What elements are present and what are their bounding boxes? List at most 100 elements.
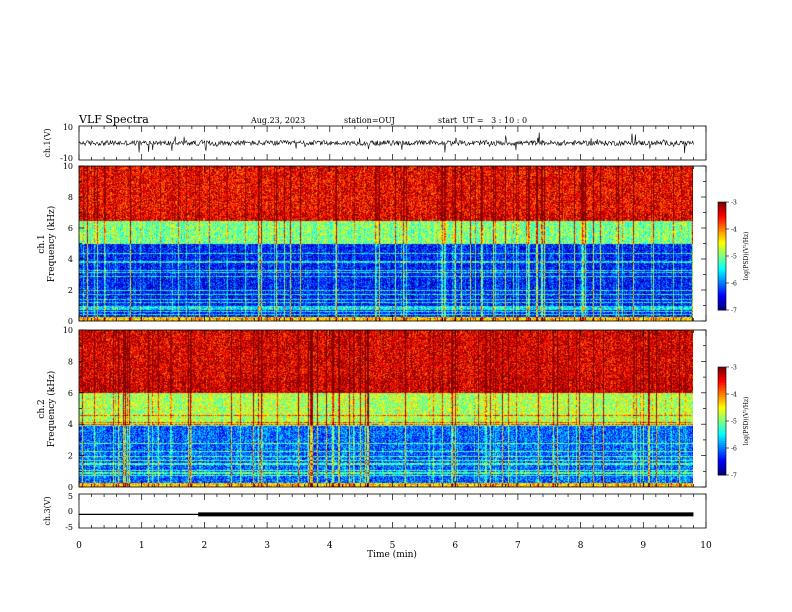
colorbar-swatch <box>718 449 726 452</box>
x-tick-label: 7 <box>515 541 521 551</box>
colorbar-swatch <box>718 240 726 243</box>
colorbar-swatch <box>718 214 726 217</box>
colorbar-swatch <box>718 222 726 225</box>
colorbar-swatch <box>718 467 726 470</box>
colorbar-swatch <box>718 254 726 257</box>
ch1-ytick-top: 10 <box>63 123 73 132</box>
colorbar-swatch <box>718 286 726 289</box>
y-tick-label: 2 <box>68 286 73 295</box>
x-tick-label: 0 <box>76 541 82 551</box>
time-axis-tick-labels: 0 1 2 3 4 5 6 7 8 9 10 <box>76 541 712 551</box>
colorbar-swatch <box>718 226 726 229</box>
y-tick-label: 2 <box>68 452 73 461</box>
colorbar-swatch <box>718 381 726 384</box>
colorbar-swatch <box>718 216 726 219</box>
x-tick-label: 3 <box>264 541 270 551</box>
colorbar-swatch <box>718 373 726 376</box>
colorbar-swatch <box>718 469 726 472</box>
ch3-ytick-top: 5 <box>68 492 73 501</box>
ch1-waveform-series <box>78 132 694 154</box>
colorbar-swatch <box>718 242 726 245</box>
colorbar-swatch <box>718 234 726 237</box>
ch1-spectrogram-panel: 0 2 4 6 8 10 ch.1Frequency (kHz) <box>37 162 707 326</box>
colorbar-swatch <box>718 304 726 307</box>
colorbar-swatch <box>718 284 726 287</box>
colorbar-swatch <box>718 246 726 249</box>
colorbar-swatch <box>718 407 726 410</box>
y-tick-label: 6 <box>68 389 73 398</box>
colorbar-swatch <box>718 228 726 231</box>
colorbar-swatch <box>718 274 726 277</box>
colorbar-swatch <box>718 387 726 390</box>
colorbar-swatch <box>718 212 726 215</box>
colorbar-swatch <box>718 431 726 434</box>
colorbar-swatch <box>718 270 726 273</box>
colorbar-swatch <box>718 369 726 372</box>
colorbar-swatch <box>718 292 726 295</box>
colorbar-swatch <box>718 427 726 430</box>
colorbar-swatch <box>718 252 726 255</box>
colorbar-swatch <box>718 272 726 275</box>
colorbar-swatch <box>718 473 726 476</box>
colorbar-tick-label: -3 <box>731 200 737 207</box>
colorbar-swatch <box>718 435 726 438</box>
colorbar-tick-label: -7 <box>731 473 737 480</box>
colorbar-swatch <box>718 264 726 267</box>
colorbar-swatch <box>718 463 726 466</box>
colorbar-swatch <box>718 268 726 271</box>
colorbar-swatch <box>718 395 726 398</box>
colorbar-swatch <box>718 238 726 241</box>
colorbar-tick-label: -6 <box>731 281 737 288</box>
colorbar-swatch <box>718 208 726 211</box>
colorbar-swatch <box>718 230 726 233</box>
ch1-waveform-panel: 10 -10 ch.1(V) <box>43 123 707 163</box>
colorbar-swatch <box>718 294 726 297</box>
x-tick-label: 8 <box>578 541 584 551</box>
colorbar-swatch <box>718 288 726 291</box>
x-tick-label: 4 <box>327 541 333 551</box>
y-tick-label: 10 <box>63 326 73 335</box>
colorbar-tick-label: -4 <box>731 227 737 234</box>
colorbar-swatch <box>718 367 726 370</box>
colorbar-swatch <box>718 224 726 227</box>
y-tick-label: 8 <box>68 193 73 202</box>
y-tick-label: 10 <box>63 162 73 171</box>
ch2-spectrogram-panel: 0 2 4 6 8 10 ch.2Frequency (kHz) <box>37 326 707 492</box>
colorbar-swatch <box>718 379 726 382</box>
ch2-spectrogram-image <box>79 330 693 487</box>
colorbar-swatch <box>718 218 726 221</box>
colorbar-swatch <box>718 290 726 293</box>
colorbar-tick-label: -4 <box>731 392 737 399</box>
ch1-spectrogram-yticks: 0 2 4 6 8 10 <box>63 162 706 326</box>
colorbar-swatch <box>718 459 726 462</box>
colorbar-swatch <box>718 409 726 412</box>
colorbar-swatch <box>718 282 726 285</box>
x-tick-label: 9 <box>640 541 646 551</box>
ch3-waveform-ticks <box>78 494 707 528</box>
colorbar-swatch <box>718 300 726 303</box>
colorbar-tick-label: -6 <box>731 446 737 453</box>
ch1-waveform-ylabel: ch.1(V) <box>43 128 52 157</box>
ch1-spectrogram-xticks <box>78 166 707 321</box>
ch2-spectrogram-ylabel: ch.2Frequency (kHz) <box>37 371 57 448</box>
colorbar-swatch <box>718 411 726 414</box>
colorbar-swatch <box>718 308 726 311</box>
y-tick-label: 4 <box>68 420 73 429</box>
ch2-spectrogram-xticks <box>78 330 707 487</box>
colorbar-label: log(PSD)(V²/Hz) <box>743 397 750 446</box>
ch2-colorbar: -3 -4 -5 -6 -7 log(PSD)(V²/Hz) <box>717 365 750 480</box>
colorbar-swatch <box>718 421 726 424</box>
colorbar-label: log(PSD)(V²/Hz) <box>743 232 750 281</box>
colorbar-swatch <box>718 461 726 464</box>
colorbar-swatch <box>718 413 726 416</box>
colorbar-swatch <box>718 457 726 460</box>
colorbar-swatch <box>718 302 726 305</box>
station-label: station=OUJ <box>344 116 395 125</box>
colorbar-tick-label: -7 <box>731 308 737 315</box>
colorbar-swatch <box>718 220 726 223</box>
colorbar-swatch <box>718 415 726 418</box>
ch3-ytick-mid: 0 <box>68 507 73 516</box>
colorbar-swatch <box>718 403 726 406</box>
ch1-spectrogram-ylabel: ch.1Frequency (kHz) <box>37 206 57 283</box>
colorbar-swatch <box>718 443 726 446</box>
